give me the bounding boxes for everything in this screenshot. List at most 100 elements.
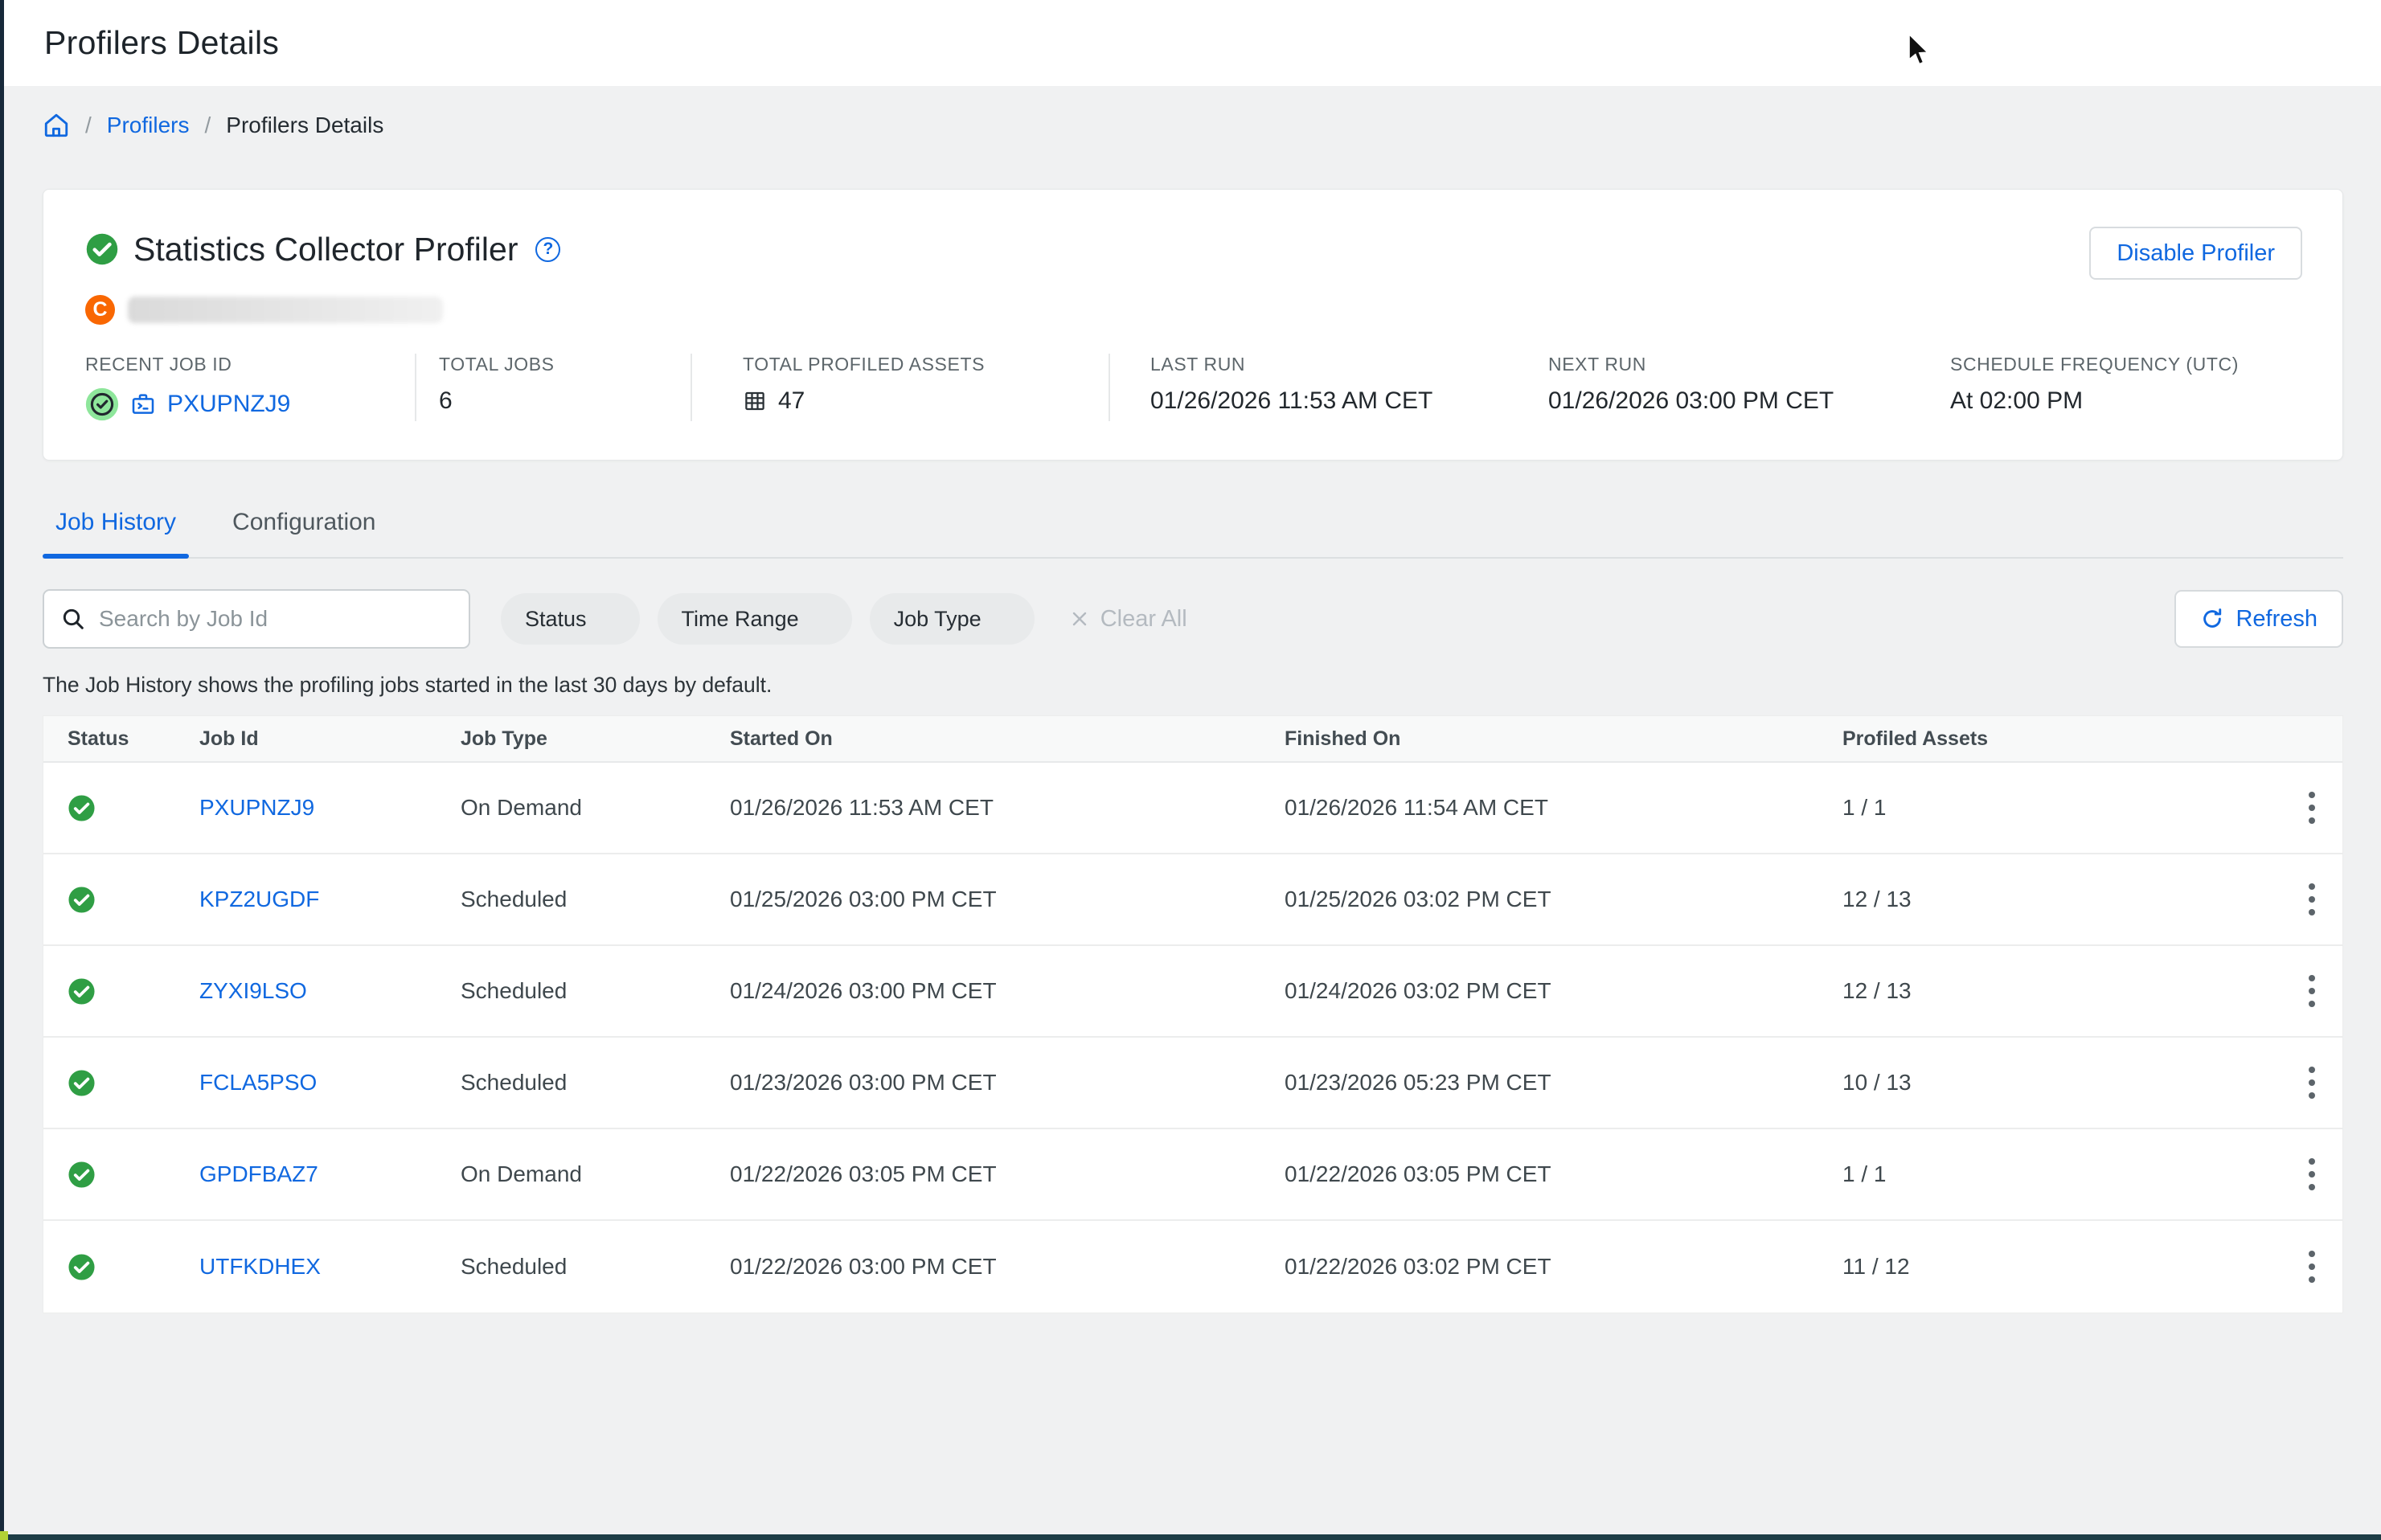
table-header-row: Status Job Id Job Type Started On Finish… — [43, 716, 2342, 763]
search-icon — [60, 606, 86, 632]
status-filter-dropdown[interactable]: Status — [501, 593, 640, 645]
started-on-cell: 01/25/2026 03:00 PM CET — [723, 887, 1278, 912]
job-history-info-text: The Job History shows the profiling jobs… — [43, 673, 2343, 698]
column-header-profiled-assets: Profiled Assets — [1825, 727, 2275, 751]
home-icon[interactable] — [43, 112, 70, 139]
help-icon[interactable]: ? — [535, 237, 560, 262]
job-id-link[interactable]: KPZ2UGDF — [199, 887, 319, 911]
job-type-filter-label: Job Type — [894, 607, 981, 632]
started-on-cell: 01/26/2026 11:53 AM CET — [723, 795, 1278, 821]
column-header-status: Status — [43, 727, 193, 751]
stat-schedule-frequency: SCHEDULE FREQUENCY (UTC) At 02:00 PM — [1950, 354, 2302, 421]
disable-profiler-button[interactable]: Disable Profiler — [2089, 227, 2302, 280]
job-id-link[interactable]: UTFKDHEX — [199, 1254, 321, 1279]
stat-next-run: NEXT RUN 01/26/2026 03:00 PM CET — [1548, 354, 1910, 421]
status-success-icon — [68, 1253, 96, 1281]
profiler-enabled-check-icon — [85, 232, 119, 266]
breadcrumb-link-profilers[interactable]: Profilers — [107, 113, 190, 138]
column-header-finished-on: Finished On — [1278, 727, 1825, 751]
job-type-cell: Scheduled — [454, 887, 723, 912]
started-on-cell: 01/24/2026 03:00 PM CET — [723, 978, 1278, 1004]
refresh-button[interactable]: Refresh — [2174, 590, 2343, 648]
close-icon — [1070, 609, 1089, 629]
cluster-row: C — [85, 294, 2302, 325]
job-id-link[interactable]: PXUPNZJ9 — [199, 795, 314, 820]
job-type-filter-dropdown[interactable]: Job Type — [870, 593, 1035, 645]
tab-job-history[interactable]: Job History — [43, 498, 189, 557]
job-type-cell: Scheduled — [454, 1254, 723, 1280]
started-on-cell: 01/22/2026 03:00 PM CET — [723, 1254, 1278, 1280]
profiler-stats-row: RECENT JOB ID PXUPNZJ9 — [85, 354, 2302, 421]
refresh-icon — [2200, 607, 2224, 631]
column-header-started-on: Started On — [723, 727, 1278, 751]
stat-value: 6 — [439, 387, 691, 415]
row-actions-kebab-icon[interactable] — [2294, 1243, 2330, 1291]
table-row: PXUPNZJ9 On Demand 01/26/2026 11:53 AM C… — [43, 763, 2342, 854]
table-row: ZYXI9LSO Scheduled 01/24/2026 03:00 PM C… — [43, 946, 2342, 1038]
breadcrumb-separator: / — [204, 113, 211, 138]
status-success-icon — [68, 794, 96, 822]
status-success-icon — [68, 1161, 96, 1189]
time-range-filter-dropdown[interactable]: Time Range — [658, 593, 852, 645]
filter-toolbar: Status Time Range Job Type Clear All Ref… — [43, 589, 2343, 649]
job-id-link[interactable]: FCLA5PSO — [199, 1070, 317, 1095]
profiled-assets-cell: 12 / 13 — [1825, 887, 2275, 912]
status-filter-label: Status — [525, 607, 587, 632]
started-on-cell: 01/23/2026 03:00 PM CET — [723, 1070, 1278, 1096]
stat-label: TOTAL PROFILED ASSETS — [743, 354, 1109, 375]
stat-label: NEXT RUN — [1548, 354, 1910, 375]
page-title: Profilers Details — [44, 24, 279, 62]
job-id-link[interactable]: ZYXI9LSO — [199, 978, 307, 1003]
started-on-cell: 01/22/2026 03:05 PM CET — [723, 1161, 1278, 1187]
profiler-title: Statistics Collector Profiler — [133, 231, 518, 268]
profiler-card-header: Statistics Collector Profiler ? Disable … — [85, 230, 2302, 268]
table-row: KPZ2UGDF Scheduled 01/25/2026 03:00 PM C… — [43, 854, 2342, 946]
breadcrumb-current: Profilers Details — [226, 113, 383, 138]
job-type-cell: On Demand — [454, 795, 723, 821]
profiled-assets-cell: 10 / 13 — [1825, 1070, 2275, 1096]
cluster-name-redacted — [128, 297, 443, 323]
breadcrumb-separator: / — [85, 113, 92, 138]
job-type-cell: Scheduled — [454, 1070, 723, 1096]
refresh-label: Refresh — [2236, 606, 2317, 633]
recent-job-id-link[interactable]: PXUPNZJ9 — [167, 391, 290, 418]
row-actions-kebab-icon[interactable] — [2294, 875, 2330, 924]
bottom-edge-strip — [0, 1534, 2381, 1540]
job-search-box[interactable] — [43, 589, 470, 649]
breadcrumb: / Profilers / Profilers Details — [43, 107, 2343, 144]
finished-on-cell: 01/24/2026 03:02 PM CET — [1278, 978, 1825, 1004]
main-content: / Profilers / Profilers Details Statisti… — [0, 107, 2381, 1313]
stat-label: RECENT JOB ID — [85, 354, 415, 375]
column-header-job-id: Job Id — [193, 727, 454, 751]
row-actions-kebab-icon[interactable] — [2294, 967, 2330, 1015]
row-actions-kebab-icon[interactable] — [2294, 784, 2330, 832]
job-history-table: Status Job Id Job Type Started On Finish… — [43, 715, 2343, 1313]
job-briefcase-icon — [130, 391, 156, 417]
tab-configuration[interactable]: Configuration — [219, 498, 388, 557]
stat-value: 01/26/2026 11:53 AM CET — [1150, 387, 1508, 415]
stat-recent-job-id: RECENT JOB ID PXUPNZJ9 — [85, 354, 416, 421]
finished-on-cell: 01/25/2026 03:02 PM CET — [1278, 887, 1825, 912]
table-row: FCLA5PSO Scheduled 01/23/2026 03:00 PM C… — [43, 1038, 2342, 1129]
profiled-assets-cell: 12 / 13 — [1825, 978, 2275, 1004]
job-type-cell: Scheduled — [454, 978, 723, 1004]
tab-bar: Job History Configuration — [43, 498, 2343, 559]
job-id-link[interactable]: GPDFBAZ7 — [199, 1161, 318, 1186]
finished-on-cell: 01/26/2026 11:54 AM CET — [1278, 795, 1825, 821]
profiled-assets-cell: 11 / 12 — [1825, 1254, 2275, 1280]
search-input[interactable] — [99, 606, 453, 632]
table-row: UTFKDHEX Scheduled 01/22/2026 03:00 PM C… — [43, 1221, 2342, 1313]
profiled-assets-cell: 1 / 1 — [1825, 795, 2275, 821]
stat-value: 47 — [778, 387, 805, 415]
job-success-badge-icon — [85, 387, 119, 421]
stat-value: 01/26/2026 03:00 PM CET — [1548, 387, 1910, 415]
stat-label: LAST RUN — [1150, 354, 1508, 375]
stat-total-jobs: TOTAL JOBS 6 — [439, 354, 692, 421]
clear-all-button[interactable]: Clear All — [1070, 606, 1187, 633]
row-actions-kebab-icon[interactable] — [2294, 1150, 2330, 1198]
stat-total-profiled-assets: TOTAL PROFILED ASSETS 47 — [743, 354, 1110, 421]
status-success-icon — [68, 1069, 96, 1097]
row-actions-kebab-icon[interactable] — [2294, 1059, 2330, 1107]
assets-grid-icon — [743, 389, 767, 413]
stat-label: TOTAL JOBS — [439, 354, 691, 375]
